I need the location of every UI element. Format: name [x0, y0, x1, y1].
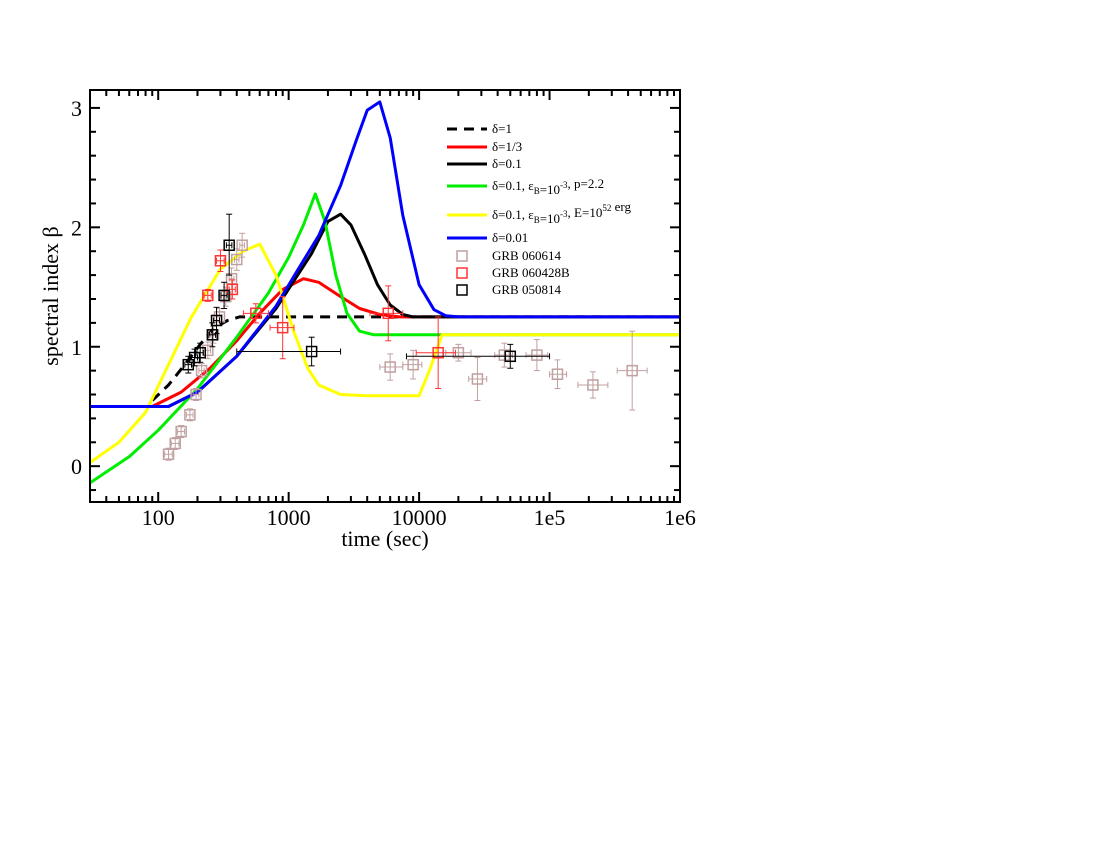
square-marker: [250, 307, 262, 320]
y-tick-label: 0: [71, 454, 82, 479]
square-marker: [498, 349, 511, 361]
square-marker: [531, 349, 543, 361]
data-point-1: [402, 349, 423, 380]
data-point-1: [190, 388, 202, 401]
data-point-2: [214, 249, 227, 273]
data-point-1: [162, 447, 175, 461]
square-marker: [504, 350, 517, 363]
square-marker: [202, 289, 214, 302]
legend-label: δ=1/3: [492, 139, 522, 154]
y-tick-label: 3: [71, 96, 82, 121]
square-marker: [210, 314, 223, 327]
legend-label: δ=0.1: [492, 156, 522, 171]
legend-label: δ=0.1, εB=10-3, E=1052 erg: [492, 199, 631, 226]
data-point-1: [616, 330, 648, 411]
data-point-3: [210, 306, 223, 335]
curve-series-1: [151, 315, 680, 402]
square-marker: [587, 379, 599, 391]
data-point-1: [195, 362, 208, 379]
square-marker: [202, 344, 214, 357]
data-point-1: [577, 371, 609, 399]
data-point-2: [415, 316, 456, 390]
legend-label: δ=1: [492, 121, 512, 136]
plot-frame-border: [89, 89, 681, 503]
square-marker: [218, 289, 230, 302]
data-point-2: [269, 296, 295, 360]
square-marker: [551, 368, 564, 380]
data-point-3: [405, 343, 551, 369]
square-marker: [432, 346, 444, 359]
curve-series-3: [90, 212, 680, 408]
axis-ticks: 100 1000 10000 1e5 1e6 0 1 2 3: [71, 90, 696, 530]
square-marker: [305, 345, 318, 358]
data-point-1: [494, 342, 514, 368]
legend-label: GRB 060428B: [492, 265, 570, 280]
y-tick-label: 2: [71, 215, 82, 240]
legend-marker-2: [456, 267, 468, 279]
legend-marker-1: [456, 250, 468, 262]
curve-series-4: [90, 192, 680, 485]
square-marker: [175, 425, 187, 438]
square-marker: [194, 346, 206, 359]
data-point-1: [525, 339, 549, 372]
data-point-1: [236, 232, 248, 258]
data-point-3: [223, 213, 235, 276]
square-marker: [195, 364, 208, 377]
square-marker: [169, 437, 181, 450]
legend-label: GRB 060614: [492, 248, 561, 263]
x-axis-title: time (sec): [341, 526, 428, 551]
data-point-1: [184, 408, 196, 422]
square-marker: [236, 239, 248, 251]
data-point-1: [169, 437, 181, 450]
legend-marker-3: [456, 284, 468, 296]
data-point-1: [202, 341, 214, 360]
square-marker: [382, 307, 394, 320]
data-point-2: [369, 285, 404, 342]
x-tick-label: 100: [142, 505, 175, 530]
data-point-1: [175, 425, 187, 439]
square-marker: [471, 373, 484, 385]
square-marker: [184, 409, 196, 421]
square-marker: [206, 329, 219, 341]
data-point-1: [468, 357, 488, 401]
y-axis-title: spectral index β: [38, 226, 63, 365]
curve-series-6: [90, 100, 680, 408]
data-point-1: [549, 359, 568, 390]
square-marker: [230, 253, 243, 266]
data-point-1: [379, 353, 404, 381]
data-point-3: [236, 336, 342, 367]
x-tick-label: 1e6: [664, 505, 696, 530]
square-marker: [226, 283, 239, 296]
square-marker: [223, 239, 235, 251]
legend-label: δ=0.01: [492, 230, 528, 245]
square-marker: [384, 361, 396, 373]
data-point-2: [226, 279, 239, 300]
grb-data-points: [162, 213, 648, 461]
x-tick-label: 1e5: [534, 505, 566, 530]
data-point-3: [218, 281, 230, 310]
curve-series-2: [151, 277, 680, 408]
curve-series-5: [90, 242, 680, 464]
square-marker: [407, 358, 419, 371]
plot-frame: [89, 89, 681, 503]
square-marker: [162, 448, 175, 460]
model-curves: [90, 100, 680, 485]
square-marker: [182, 358, 195, 371]
data-point-3: [194, 342, 206, 363]
square-marker: [214, 255, 227, 267]
x-tick-label: 1000: [267, 505, 311, 530]
square-marker: [190, 388, 202, 401]
data-point-3: [206, 322, 219, 348]
x-tick-label: 10000: [392, 505, 447, 530]
data-point-2: [202, 288, 214, 302]
legend-label: GRB 050814: [492, 282, 561, 297]
legend-label: δ=0.1, εB=10-3, p=2.2: [492, 176, 604, 197]
legend: δ=1 δ=1/3 δ=0.1 δ=0.1, εB=10-3, p=2.2δ=0.1,…: [447, 121, 631, 297]
data-point-2: [242, 303, 269, 324]
square-marker: [276, 321, 289, 334]
y-tick-label: 1: [71, 335, 82, 360]
square-marker: [626, 364, 638, 377]
